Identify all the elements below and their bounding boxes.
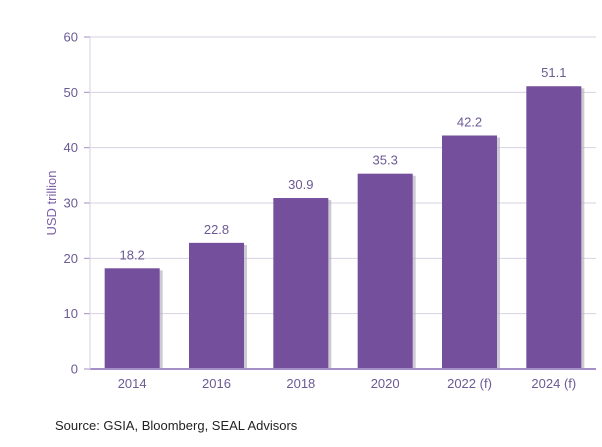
x-tick-labels: 2014 2016 2018 2020 2022 (f) 2024 (f)	[118, 376, 577, 391]
y-tick-label: 40	[64, 140, 78, 155]
data-label: 18.2	[120, 247, 145, 262]
y-tick-labels: 0 10 20 30 40 50 60	[64, 30, 78, 377]
gridlines	[84, 36, 596, 370]
data-label: 42.2	[457, 114, 482, 129]
data-label: 30.9	[288, 177, 313, 192]
x-tick-label: 2024 (f)	[531, 376, 576, 391]
data-labels: 18.2 22.8 30.9 35.3 42.2 51.1	[120, 65, 567, 262]
x-tick-label: 2020	[371, 376, 400, 391]
y-tick-label: 60	[64, 30, 78, 45]
y-tick-label: 0	[71, 362, 78, 377]
y-tick-label: 30	[64, 196, 78, 211]
bar	[189, 242, 244, 369]
bar	[526, 86, 582, 369]
bar	[104, 268, 160, 369]
data-label: 51.1	[541, 65, 566, 80]
source-note: Source: GSIA, Bloomberg, SEAL Advisors	[55, 418, 298, 433]
data-label: 22.8	[204, 222, 229, 237]
x-tick-label: 2014	[118, 376, 147, 391]
y-axis-title: USD trillion	[44, 170, 59, 235]
x-tick-label: 2018	[286, 376, 315, 391]
bar	[442, 135, 497, 369]
data-label: 35.3	[373, 153, 398, 168]
x-tick-label: 2016	[202, 376, 231, 391]
bars	[104, 86, 585, 369]
y-tick-label: 20	[64, 251, 78, 266]
bar	[273, 198, 329, 369]
x-tick-label: 2022 (f)	[447, 376, 492, 391]
bar	[357, 173, 413, 369]
y-tick-label: 10	[64, 306, 78, 321]
y-tick-label: 50	[64, 85, 78, 100]
